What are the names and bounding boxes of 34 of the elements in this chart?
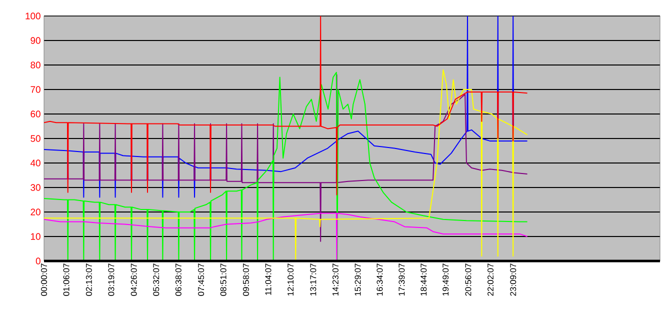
y-tick-label: 0 <box>36 258 40 264</box>
x-tick-label: 02:13:07 <box>86 264 92 296</box>
x-tick-label: 06:38:07 <box>175 264 182 296</box>
x-tick-label: 12:10:07 <box>288 264 294 296</box>
x-tick-label: 04:26:07 <box>130 264 137 296</box>
y-tick-label: 90 <box>30 37 40 44</box>
x-tick-label: 11:04:07 <box>265 264 272 295</box>
x-tick-label: 09:58:07 <box>242 264 249 296</box>
y-tick-label: 70 <box>30 86 40 93</box>
x-tick-label: 13:17:07 <box>310 264 316 296</box>
x-tick-label: 01:06:07 <box>63 264 70 296</box>
x-tick-label: 00:00:07 <box>41 264 47 296</box>
x-tick-label: 17:39:07 <box>398 264 405 296</box>
x-tick-label: 20:56:07 <box>465 264 472 296</box>
x-tick-label: 14:23:07 <box>332 264 338 296</box>
x-tick-label: 18:44:07 <box>420 264 427 296</box>
y-tick-label: 20 <box>30 208 40 216</box>
x-tick-label: 23:09:07 <box>510 264 516 296</box>
x-tick-label: 16:34:07 <box>376 264 383 296</box>
x-tick-label: 08:51:07 <box>220 264 226 296</box>
y-tick-label: 80 <box>30 62 40 68</box>
y-tick-label: 40 <box>30 160 40 166</box>
y-tick-label: 100 <box>26 12 40 20</box>
x-tick-label: 07:45:07 <box>198 264 204 296</box>
x-tick-label: 19:49:07 <box>442 264 449 296</box>
y-tick-label: 50 <box>30 135 40 142</box>
y-tick-label: 30 <box>30 184 40 191</box>
x-tick-label: 22:02:07 <box>488 264 494 296</box>
y-tick-label: 10 <box>30 233 40 240</box>
line-series <box>44 212 528 261</box>
x-tick-label: 03:19:07 <box>108 264 114 296</box>
x-tick-label: 15:29:07 <box>354 264 361 296</box>
x-tick-label: 05:32:07 <box>153 264 160 296</box>
y-tick-label: 60 <box>30 110 40 118</box>
